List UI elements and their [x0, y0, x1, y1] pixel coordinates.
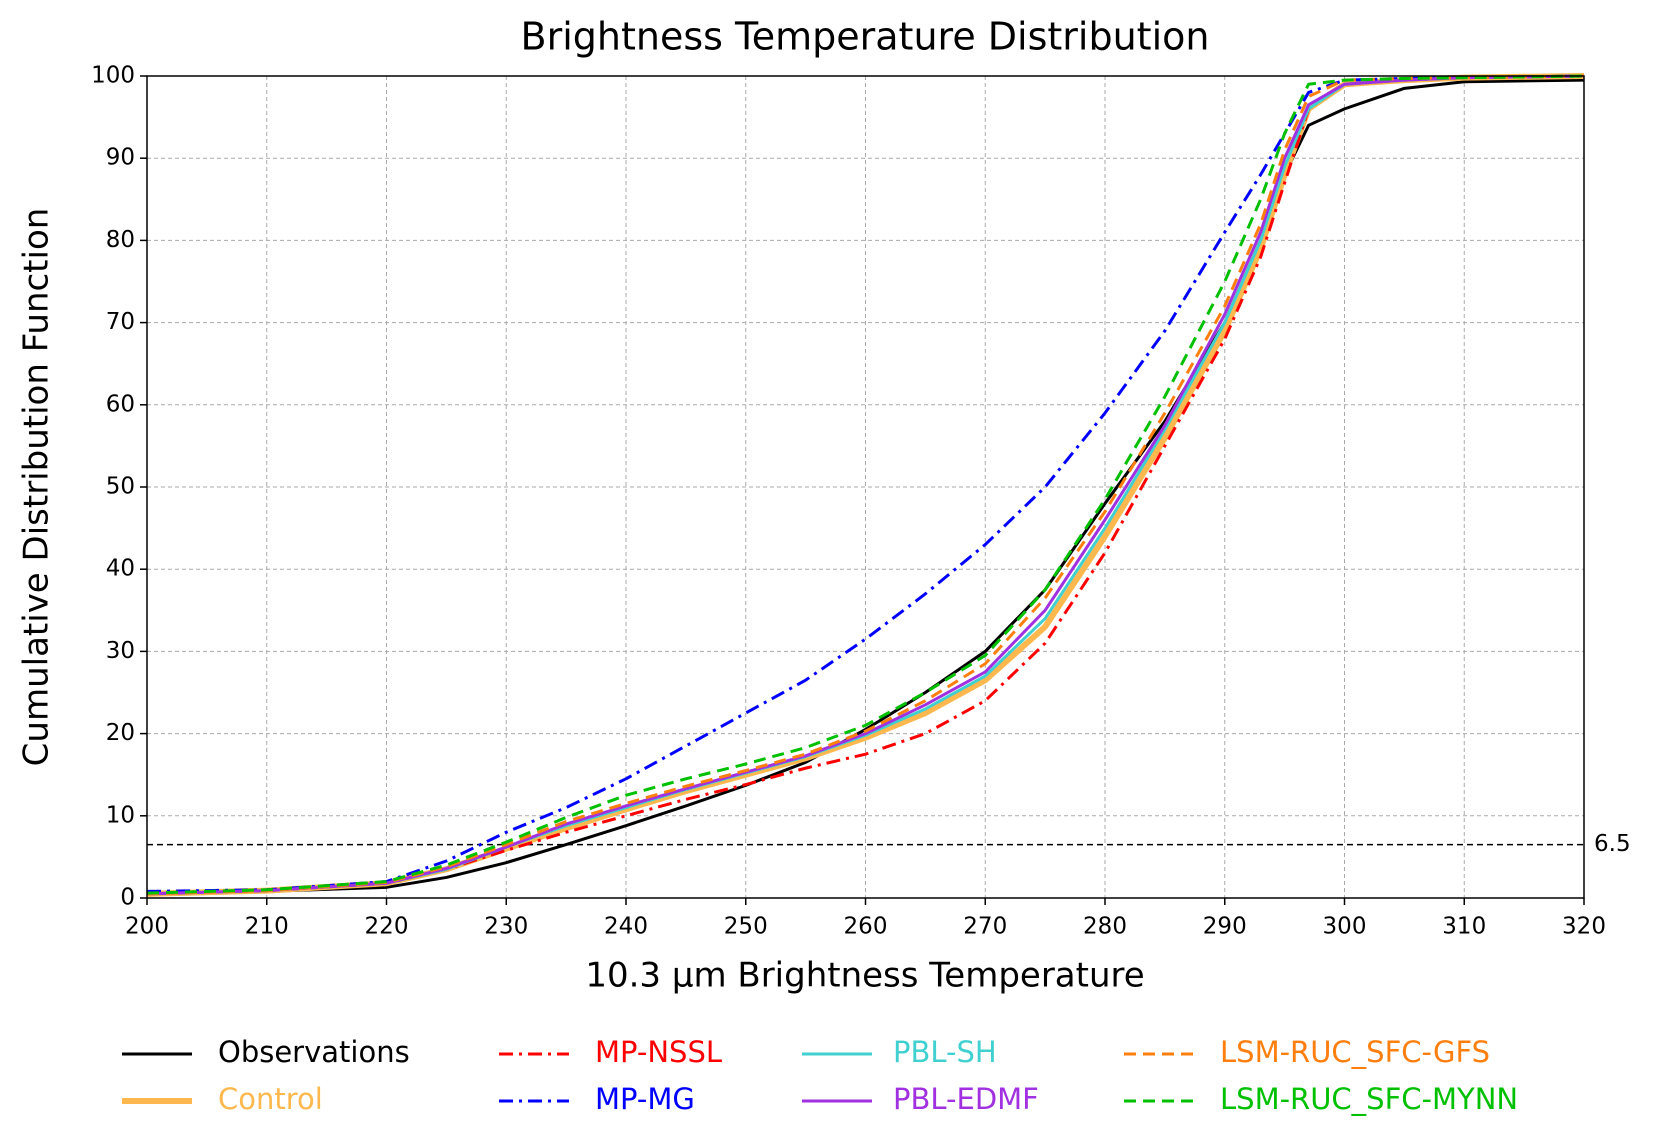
legend-label: PBL-SH [893, 1035, 997, 1069]
chart-title: Brightness Temperature Distribution [521, 15, 1210, 59]
y-tick-label: 0 [120, 885, 135, 911]
y-tick-label: 70 [106, 309, 135, 335]
x-axis-label: 10.3 μm Brightness Temperature [585, 956, 1144, 996]
x-tick-label: 270 [963, 914, 1007, 940]
legend-label: PBL-EDMF [893, 1082, 1039, 1116]
series-line [146, 74, 1585, 896]
x-tick-label: 310 [1442, 914, 1486, 940]
y-tick-label: 10 [106, 802, 135, 828]
x-tick-label: 250 [724, 914, 768, 940]
reference-label: 6.5 [1594, 831, 1631, 857]
legend-label: MP-NSSL [595, 1035, 722, 1069]
y-tick-label: 40 [106, 556, 135, 582]
plot-frame [146, 75, 1585, 899]
y-tick-label: 50 [106, 474, 135, 500]
legend-label: Control [218, 1082, 323, 1116]
y-tick-label: 90 [106, 145, 135, 171]
x-tick-label: 320 [1562, 914, 1606, 940]
series-line [146, 78, 1585, 896]
y-axis-label: Cumulative Distribution Function [17, 208, 57, 767]
legend-label: MP-MG [595, 1082, 695, 1116]
series-line [146, 74, 1585, 893]
series-line [146, 74, 1585, 896]
x-tick-label: 220 [365, 914, 409, 940]
series-line [146, 74, 1585, 895]
y-tick-label: 100 [91, 63, 135, 89]
y-tick-label: 80 [106, 227, 135, 253]
x-tick-label: 290 [1203, 914, 1247, 940]
x-tick-label: 210 [245, 914, 289, 940]
legend-label: LSM-RUC_SFC-GFS [1220, 1035, 1490, 1069]
x-tick-label: 240 [604, 914, 648, 940]
x-tick-label: 280 [1083, 914, 1127, 940]
legend-label: Observations [218, 1035, 410, 1069]
y-tick-label: 20 [106, 720, 135, 746]
x-tick-label: 230 [484, 914, 528, 940]
y-tick-label: 60 [106, 391, 135, 417]
series-line [146, 74, 1585, 896]
x-tick-label: 200 [125, 914, 169, 940]
x-tick-label: 300 [1323, 914, 1367, 940]
legend-label: LSM-RUC_SFC-MYNN [1220, 1082, 1518, 1116]
y-tick-label: 30 [106, 638, 135, 664]
x-tick-label: 260 [844, 914, 888, 940]
